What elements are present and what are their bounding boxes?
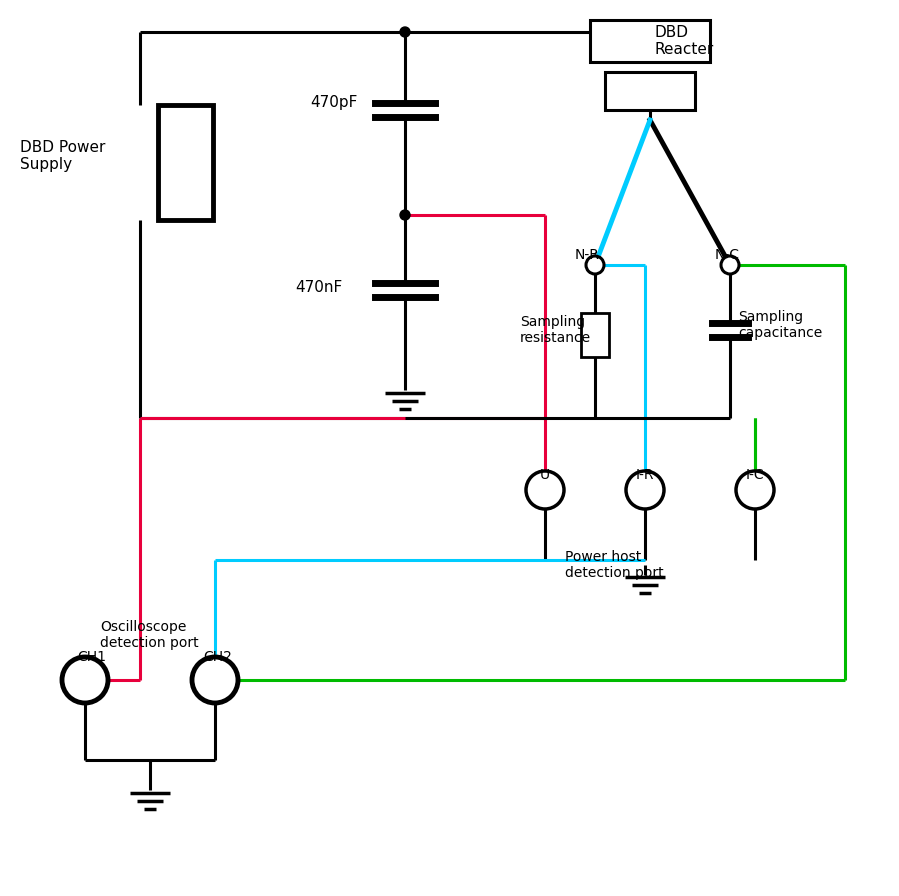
Text: N-R: N-R (575, 248, 600, 262)
Text: Power host
detection port: Power host detection port (565, 550, 663, 581)
Bar (581, 313, 609, 357)
Circle shape (626, 471, 664, 509)
Circle shape (736, 471, 774, 509)
Circle shape (400, 27, 410, 37)
Text: CH2: CH2 (203, 650, 232, 664)
Bar (158, 105, 213, 220)
Text: 470pF: 470pF (310, 95, 358, 110)
Circle shape (400, 210, 410, 220)
Bar (590, 20, 710, 62)
Circle shape (586, 256, 604, 274)
Text: I-C: I-C (745, 468, 764, 482)
Circle shape (721, 256, 739, 274)
Bar (605, 72, 695, 110)
Text: U: U (540, 468, 550, 482)
Text: Oscilloscope
detection port: Oscilloscope detection port (100, 620, 199, 650)
Circle shape (62, 657, 108, 703)
Text: 470nF: 470nF (295, 280, 343, 295)
Text: DBD Power
Supply: DBD Power Supply (20, 140, 105, 172)
Circle shape (192, 657, 238, 703)
Text: Sampling
resistance: Sampling resistance (520, 314, 592, 345)
Text: Sampling
capacitance: Sampling capacitance (738, 310, 823, 340)
Text: DBD
Reacter: DBD Reacter (655, 25, 714, 57)
Text: I-R: I-R (636, 468, 654, 482)
Circle shape (526, 471, 564, 509)
Text: N-C: N-C (715, 248, 740, 262)
Text: CH1: CH1 (77, 650, 106, 664)
